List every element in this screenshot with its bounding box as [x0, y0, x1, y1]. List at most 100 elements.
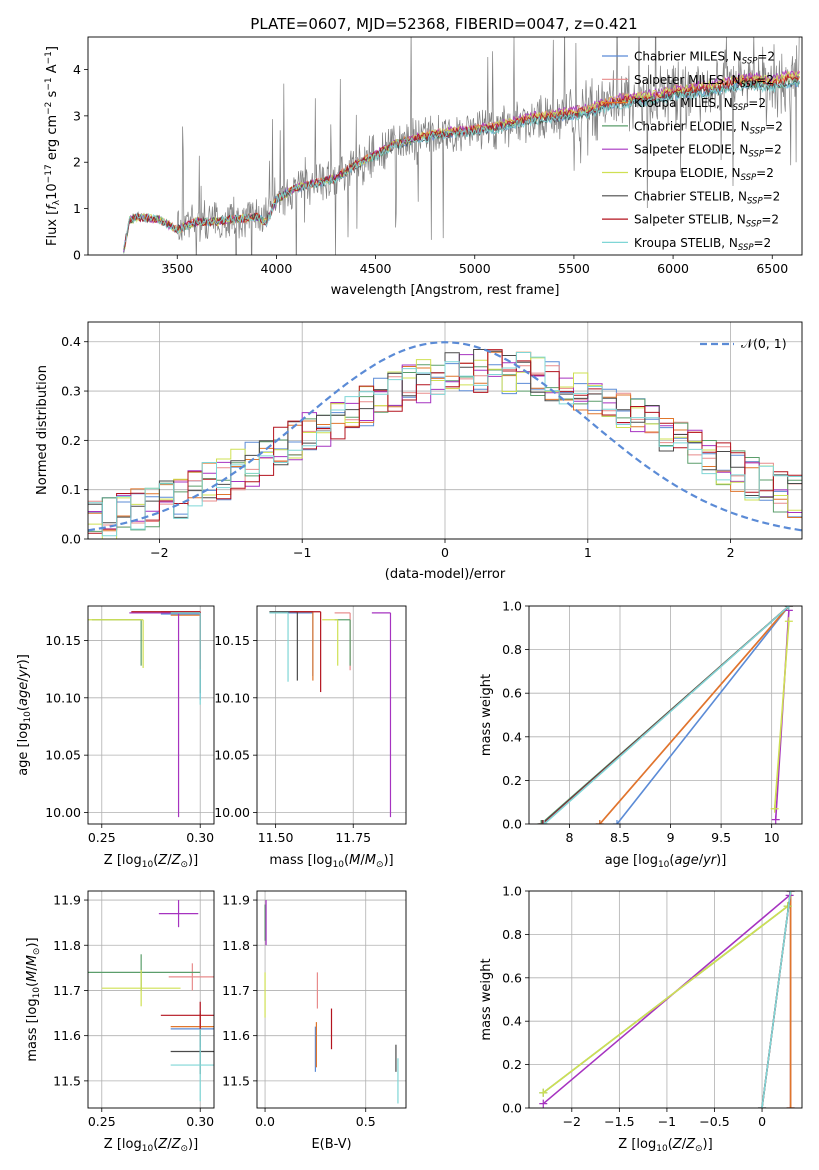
- label-part: log: [122, 1137, 142, 1152]
- label-part: (: [669, 853, 674, 868]
- errorbar-salpeter-miles: [168, 963, 214, 991]
- axes-frame: [528, 605, 803, 825]
- label-part: −1: [44, 51, 54, 64]
- legend-suffix: =2: [748, 96, 766, 110]
- label-part: )]: [188, 1137, 198, 1152]
- errorbar-kroupa-stelib: [269, 612, 289, 682]
- weight_vs_age-ylabel: mass weight: [479, 674, 494, 756]
- legend-sub: SSP: [746, 220, 762, 230]
- errorbar-kroupa-elodie: [322, 619, 339, 666]
- errorbar-chabrier-elodie: [334, 619, 351, 666]
- observed-spectrum: [123, 37, 800, 255]
- model-spectrum-kroupa-stelib: [123, 79, 801, 248]
- y-tick-label: 0.4: [61, 334, 81, 349]
- y-tick-label: 0.4: [502, 1014, 522, 1029]
- label-part: E(B-V): [311, 1137, 351, 1152]
- label-part: 10: [142, 1144, 154, 1154]
- label-part: mass [: [269, 853, 312, 868]
- legend-name: Salpeter ELODIE, N: [634, 143, 748, 157]
- label-part: ]: [45, 46, 60, 51]
- legend-label: 𝒩(0, 1): [741, 336, 787, 351]
- weight-marker: [539, 1099, 548, 1108]
- weight-marker: [538, 820, 547, 824]
- weight-series-chabrier-miles: [612, 606, 793, 824]
- label-part: mass weight: [479, 958, 494, 1040]
- y-tick-label: 0.2: [502, 1057, 522, 1072]
- x-tick-label: −2: [150, 545, 168, 560]
- weight_vs_age-plot-area: [537, 606, 793, 824]
- y-tick-label: 0.6: [502, 686, 522, 701]
- residuals-xlabel: (data-model)/error: [385, 567, 506, 582]
- errorbar-salpeter-stelib: [289, 611, 322, 693]
- x-tick-label: 3500: [161, 261, 193, 276]
- legend-name: Salpeter MILES, N: [634, 73, 741, 87]
- label-part: 10: [32, 987, 42, 999]
- y-tick-label: 11.5: [53, 1073, 81, 1088]
- y-tick-label: 11.8: [53, 938, 81, 953]
- x-tick-label: 6500: [756, 261, 788, 276]
- label-part: Z: [157, 853, 168, 868]
- label-part: )]: [383, 853, 393, 868]
- legend-sub: SSP: [750, 126, 766, 136]
- x-tick-label: 2: [727, 545, 735, 560]
- legend-sub: SSP: [748, 150, 764, 160]
- y-tick-label: 10.00: [214, 805, 250, 820]
- legend-name: Kroupa MILES, N: [634, 96, 733, 110]
- legend-suffix: =2: [765, 119, 783, 133]
- label-part: Flux [: [45, 210, 60, 246]
- errorbar-kroupa-stelib: [170, 1028, 214, 1102]
- label-part: )]: [25, 937, 40, 947]
- weight-marker: [539, 820, 548, 824]
- x-tick-label: 0.25: [88, 830, 116, 845]
- label-part: yr: [16, 663, 31, 679]
- legend-label: Salpeter ELODIE, NSSP=2: [634, 143, 782, 160]
- weight-series-kroupa-miles: [786, 891, 795, 1108]
- label-part: (: [153, 1137, 158, 1152]
- legend-name: Kroupa ELODIE, N: [634, 166, 741, 180]
- label-part: Z [: [618, 1137, 636, 1152]
- residuals-legend: 𝒩(0, 1): [700, 336, 787, 351]
- label-part: )]: [703, 1137, 713, 1152]
- label-part: log: [636, 1137, 656, 1152]
- label-part: Z [: [104, 1137, 122, 1152]
- weight-line: [543, 606, 790, 824]
- label-part: −17: [44, 164, 54, 183]
- y-tick-label: 10.00: [45, 805, 81, 820]
- label-part: M: [25, 971, 40, 982]
- figure-title: PLATE=0607, MJD=52368, FIBERID=0047, z=0…: [250, 15, 637, 33]
- errorbar-salpeter-elodie: [371, 612, 392, 818]
- y-tick-label: 0.1: [61, 482, 81, 497]
- legend-name: Chabrier STELIB, N: [634, 189, 747, 203]
- y-tick-label: 3: [73, 108, 81, 123]
- y-tick-label: 11.9: [53, 893, 81, 908]
- y-tick-label: 10.05: [214, 748, 250, 763]
- legend-suffix: =2: [756, 166, 774, 180]
- spectrum-ylabel: Flux [fλ10−17 erg cm−2 s−1 A−1]: [44, 46, 62, 246]
- legend-suffix: =2: [761, 213, 779, 227]
- axes-frame: [256, 890, 407, 1109]
- x-tick-label: 0.5: [356, 1114, 376, 1129]
- weight-marker: [537, 820, 546, 824]
- label-part: /: [25, 966, 40, 971]
- legend-sub: SSP: [742, 57, 758, 67]
- axes-frame: [256, 605, 407, 825]
- residuals-panel: −2 −1 0 1 2 0.0 0.1 0.2 0.3 0.4 𝒩(0, 1) (data-model…: [35, 321, 803, 582]
- label-part: /: [682, 1137, 687, 1152]
- errorbar-kroupa-miles: [170, 614, 201, 662]
- label-part: Z [: [104, 853, 122, 868]
- legend-suffix: =2: [763, 189, 781, 203]
- x-tick-label: 9: [667, 830, 675, 845]
- errorbar-kroupa-elodie: [101, 970, 181, 1007]
- x-tick-label: 5500: [558, 261, 590, 276]
- x-tick-label: 6000: [657, 261, 689, 276]
- errorbar-salpeter-miles: [334, 612, 351, 671]
- label-part: mass weight: [479, 674, 494, 756]
- y-tick-label: 0.8: [502, 642, 522, 657]
- age-vs-mass-panel: 11.50 11.75 10.00 10.05 10.10 10.15 mass [log1…: [214, 605, 407, 870]
- label-part: age: [16, 682, 31, 706]
- x-tick-label: 5000: [459, 261, 491, 276]
- y-tick-label: 10.05: [45, 748, 81, 763]
- weight-series-kroupa-stelib: [540, 606, 793, 824]
